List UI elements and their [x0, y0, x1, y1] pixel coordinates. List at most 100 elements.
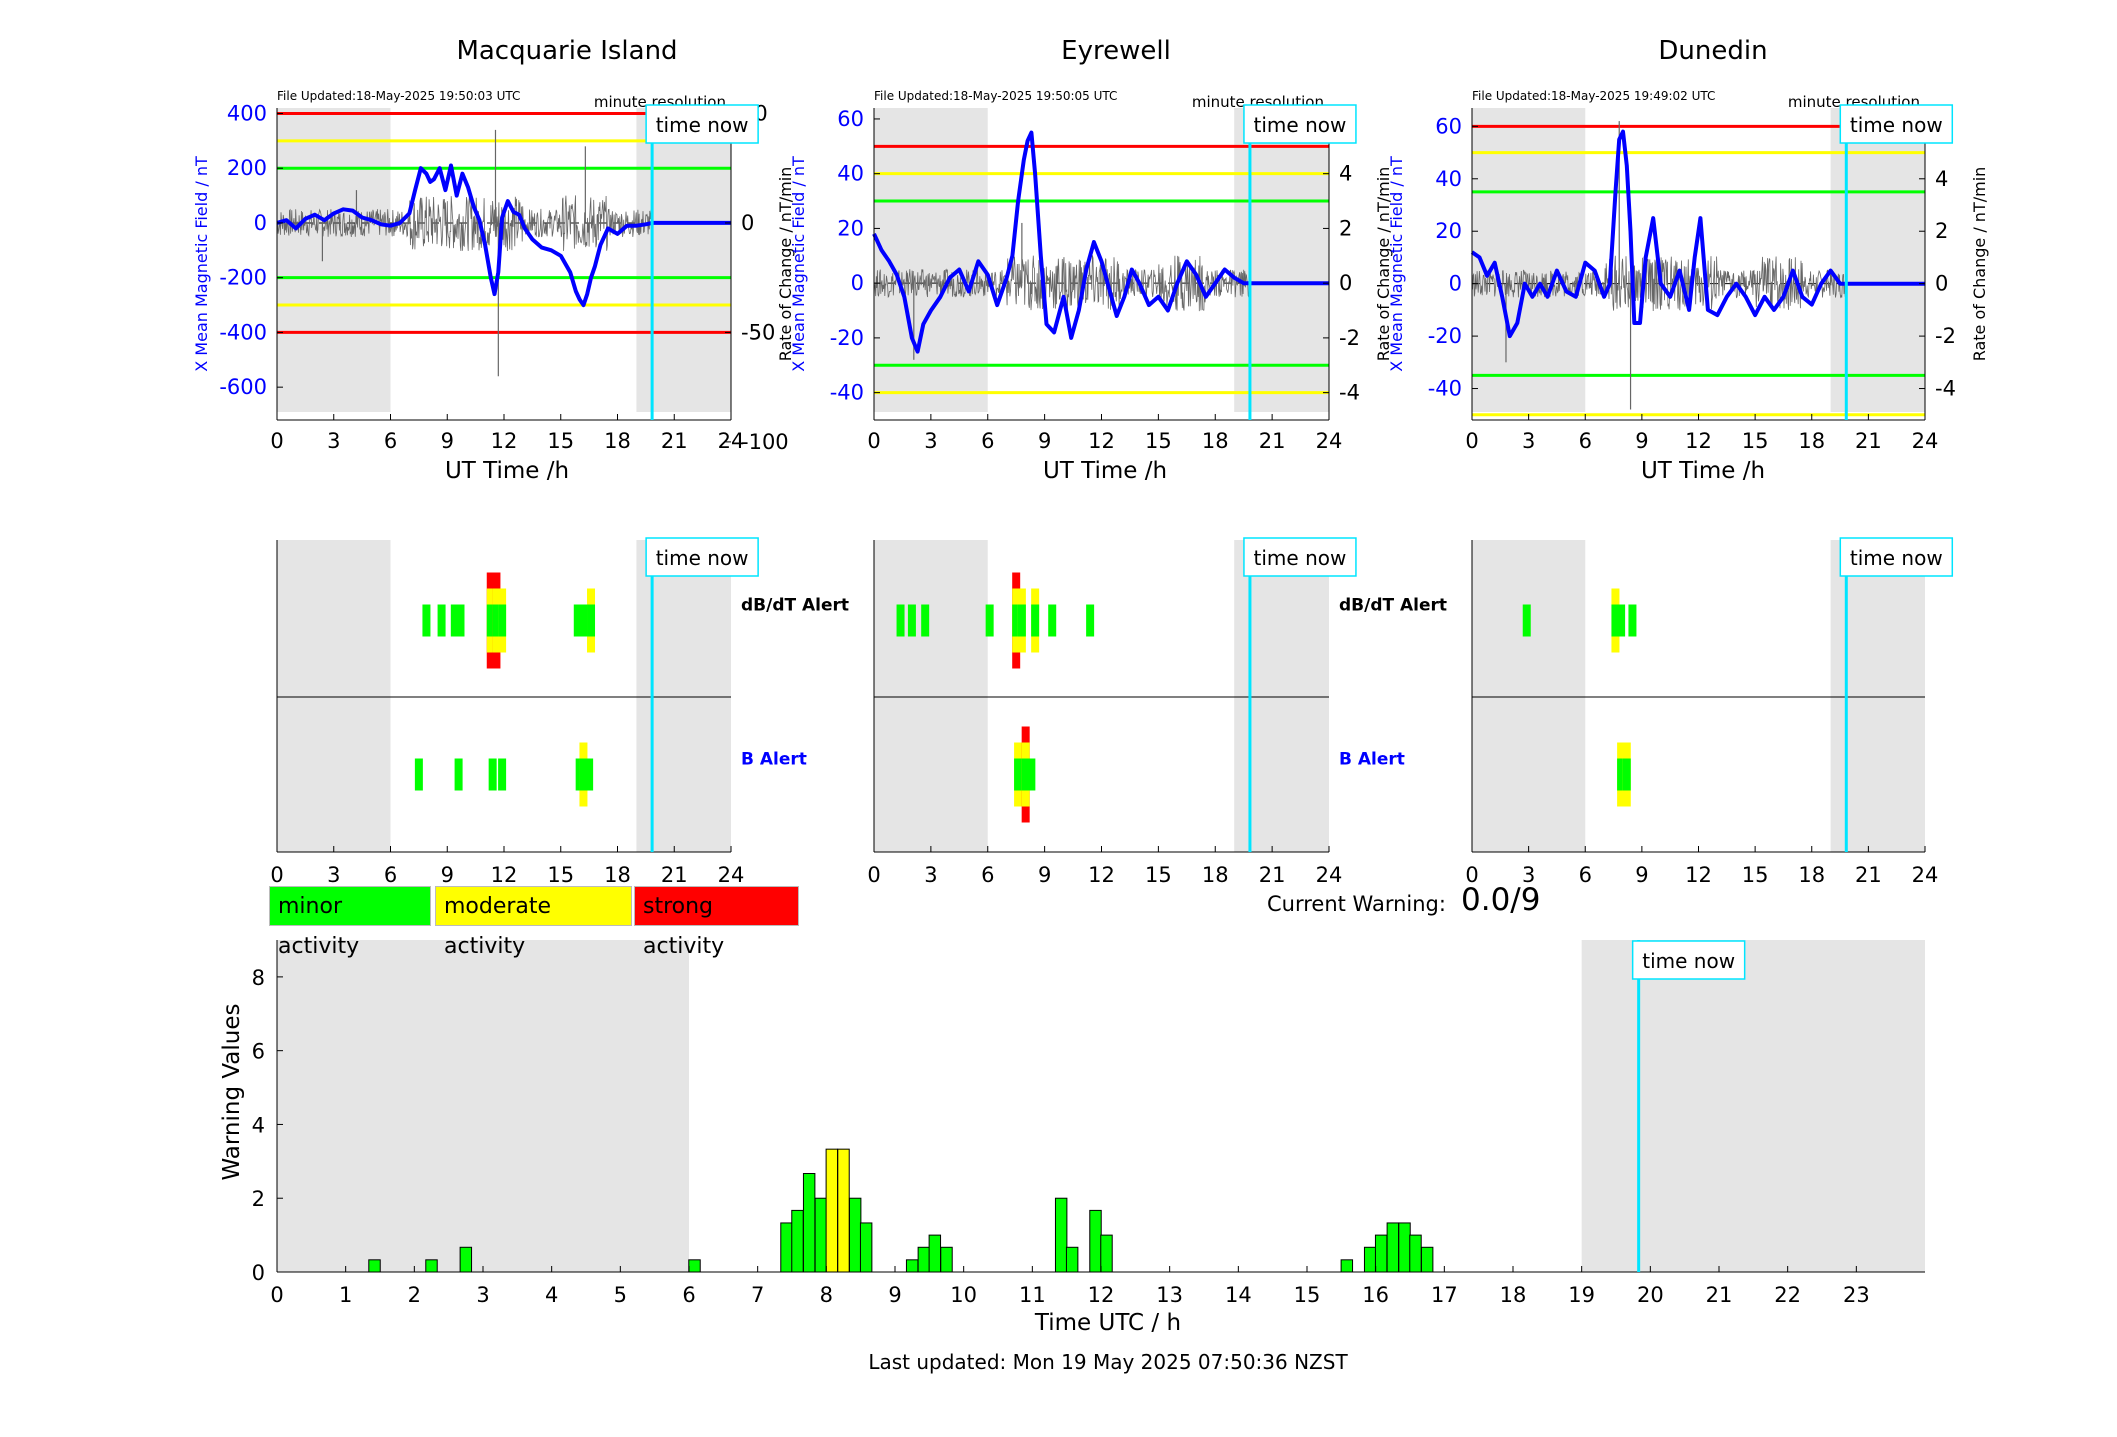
y-tick-label: 0 — [1449, 272, 1462, 296]
time-now-marker-label: time now — [1850, 113, 1943, 137]
rate-of-change-trace — [276, 195, 653, 252]
x-tick-label: 9 — [441, 863, 454, 887]
alert-bar-minor — [1622, 758, 1631, 791]
y2-axis-label: Rate of Change / nT/min — [776, 167, 795, 362]
y2-tick-label: 2 — [1935, 219, 1948, 243]
alert-bar-minor — [1021, 758, 1030, 791]
x-tick-label: 3 — [1522, 863, 1535, 887]
legend-strong-activity: strong activity — [634, 886, 799, 959]
current-warning-label: Current Warning: — [1267, 892, 1446, 916]
warning-bar — [1065, 1246, 1079, 1273]
x-tick-label: 18 — [1500, 1283, 1527, 1307]
x-tick-label: 12 — [1685, 863, 1712, 887]
y-tick-label: -400 — [219, 320, 267, 344]
x-tick-label: 24 — [718, 863, 745, 887]
y-tick-label: 40 — [1435, 167, 1462, 191]
x-tick-label: 12 — [491, 863, 518, 887]
x-tick-label: 15 — [547, 863, 574, 887]
warning-bar — [1089, 1209, 1102, 1273]
alert-bar-minor — [498, 758, 507, 791]
current-warning-value: 0.0/9 — [1461, 882, 1541, 918]
time-now-marker-box — [1243, 537, 1357, 577]
time-now-marker-label: time now — [1850, 546, 1943, 570]
y2-tick-label: 0 — [1935, 272, 1948, 296]
file-updated-text: File Updated:18-May-2025 19:50:03 UTC — [277, 89, 520, 103]
x-tick-label: 14 — [1225, 1283, 1252, 1307]
warning-y-axis-label: Warning Values — [219, 1003, 245, 1181]
x-tick-label: 3 — [476, 1283, 489, 1307]
warning-bar — [1398, 1222, 1411, 1273]
x-tick-label: 18 — [604, 429, 631, 453]
x-tick-label: 9 — [1038, 863, 1051, 887]
y-tick-label: -600 — [219, 375, 267, 399]
x-tick-label: 21 — [661, 429, 688, 453]
warning-bar — [1054, 1197, 1068, 1273]
x-tick-label: 24 — [1912, 863, 1939, 887]
night-shade — [277, 940, 689, 1272]
x-tick-label: 21 — [1855, 429, 1882, 453]
y2-tick-label: -50 — [741, 320, 775, 344]
y-tick-label: -20 — [830, 326, 864, 350]
x-tick-label: 18 — [1798, 429, 1825, 453]
x-tick-label: 3 — [327, 429, 340, 453]
y-tick-label: 0 — [254, 211, 267, 235]
warning-bar — [791, 1209, 804, 1273]
alert-bar-minor — [1628, 604, 1637, 637]
y2-tick-label: 0 — [741, 211, 754, 235]
x-tick-label: 23 — [1843, 1283, 1870, 1307]
y2-axis-label: Rate of Change / nT/min — [1970, 167, 1989, 362]
x-tick-label: 6 — [682, 1283, 695, 1307]
x-tick-label: 15 — [1294, 1283, 1321, 1307]
alert-bar-minor — [1617, 758, 1626, 791]
alert-bar-minor — [1086, 604, 1095, 637]
warning-x-axis-label: Time UTC / h — [1034, 1310, 1182, 1336]
x-tick-label: 0 — [270, 429, 283, 453]
alert-bar-minor — [921, 604, 930, 637]
y-tick-label: 60 — [837, 107, 864, 131]
x-axis-label-eyrewell: UT Time /h — [1042, 458, 1168, 484]
x-tick-label: 1 — [339, 1283, 352, 1307]
x-tick-label: 12 — [491, 429, 518, 453]
alert-bar-minor — [456, 604, 465, 637]
alert-bar-minor — [907, 604, 916, 637]
time-now-marker-label: time now — [1254, 113, 1347, 137]
y2-tick-label: -4 — [1935, 377, 1956, 401]
x-tick-label: 9 — [888, 1283, 901, 1307]
x-tick-label: 6 — [384, 863, 397, 887]
y-tick-label: 20 — [1435, 219, 1462, 243]
y-axis-label: X Mean Magnetic Field / nT — [1387, 156, 1406, 372]
warning-bar — [940, 1246, 953, 1273]
y-tick-label: 40 — [837, 162, 864, 186]
x-tick-label: 12 — [1685, 429, 1712, 453]
alert-bar-minor — [488, 758, 497, 791]
x-tick-label: 10 — [950, 1283, 977, 1307]
x-tick-label: 24 — [1912, 429, 1939, 453]
y-axis-label: X Mean Magnetic Field / nT — [192, 156, 211, 372]
x-tick-label: 6 — [384, 429, 397, 453]
time-now-marker-box — [645, 104, 759, 144]
file-updated-text: File Updated:18-May-2025 19:49:02 UTC — [1472, 89, 1715, 103]
magnetometer-panel-0: 0 3 6 9 12 15 18 21 24 -600 -400 -200 0 200 400 -100 -50… — [192, 89, 795, 454]
night-shade — [1472, 540, 1586, 852]
x-tick-label: 18 — [1798, 863, 1825, 887]
y-tick-label: 200 — [227, 156, 267, 180]
x-tick-label: 22 — [1774, 1283, 1801, 1307]
time-now-marker-label: time now — [1254, 546, 1347, 570]
warning-bar — [780, 1222, 793, 1273]
alert-bar-minor — [585, 758, 594, 791]
alert-bar-minor — [1611, 604, 1620, 637]
station-title-macquarie: Macquarie Island — [456, 36, 678, 66]
x-tick-label: 24 — [1316, 429, 1343, 453]
x-tick-label: 15 — [1742, 863, 1769, 887]
x-tick-label: 3 — [1522, 429, 1535, 453]
x-tick-label: 3 — [924, 429, 937, 453]
x-tick-label: 21 — [1855, 863, 1882, 887]
night-shade — [1581, 940, 1925, 1272]
warning-bar — [425, 1259, 438, 1273]
night-shade — [277, 108, 391, 412]
x-tick-label: 18 — [1202, 863, 1229, 887]
alert-bar-minor — [985, 604, 994, 637]
y-tick-label: -20 — [1428, 324, 1462, 348]
dbdt-alert-label: dB/dT Alert — [1339, 596, 1447, 616]
